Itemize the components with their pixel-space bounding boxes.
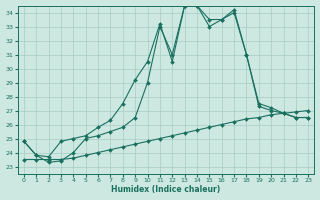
X-axis label: Humidex (Indice chaleur): Humidex (Indice chaleur) (111, 185, 221, 194)
